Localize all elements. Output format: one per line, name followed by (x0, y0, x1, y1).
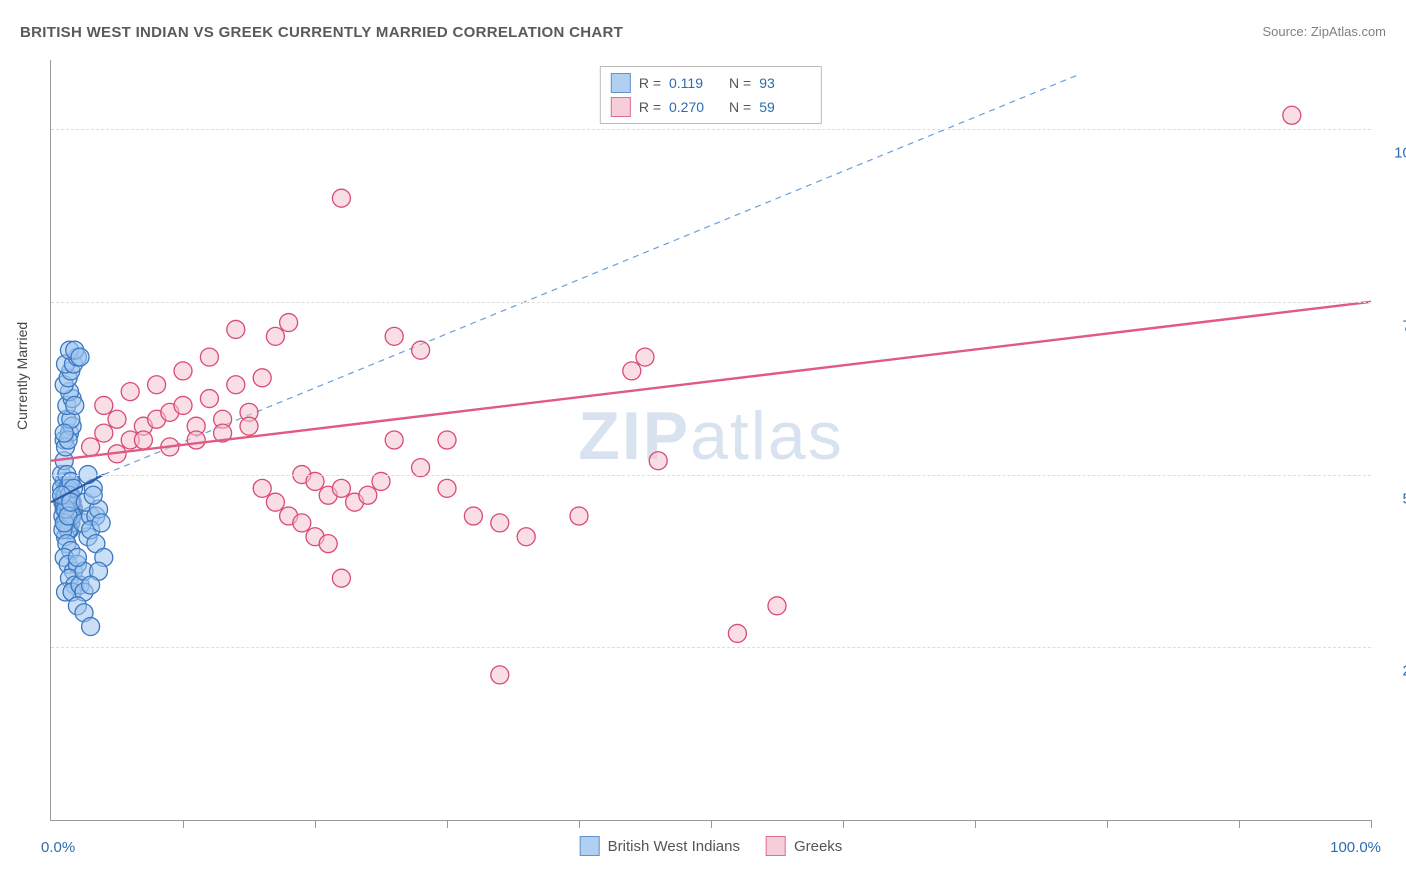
scatter-point (68, 548, 86, 566)
scatter-point (187, 431, 205, 449)
scatter-point (266, 327, 284, 345)
scatter-point (491, 514, 509, 532)
x-axis-end-label: 100.0% (1330, 839, 1381, 856)
chart-area: ZIPatlas R =0.119N =93R =0.270N =59 0.0%… (50, 60, 1371, 821)
x-tick (711, 820, 712, 828)
correlation-legend: R = 0.119 N = 93 R = 0.270 N = 59 (600, 66, 822, 124)
legend-item: Greeks (766, 836, 842, 856)
gridline (51, 475, 1371, 476)
scatter-point (71, 348, 89, 366)
chart-title: BRITISH WEST INDIAN VS GREEK CURRENTLY M… (20, 24, 623, 41)
scatter-point (438, 431, 456, 449)
legend-label: Greeks (794, 838, 842, 855)
scatter-point (200, 390, 218, 408)
legend-swatch (611, 97, 631, 117)
scatter-point (266, 493, 284, 511)
legend-n-label: N = (729, 99, 751, 115)
scatter-point (82, 438, 100, 456)
legend-r-value: 0.270 (669, 99, 721, 115)
y-axis-label: Currently Married (14, 322, 30, 430)
scatter-point (636, 348, 654, 366)
x-tick (975, 820, 976, 828)
scatter-point (332, 189, 350, 207)
scatter-point (82, 618, 100, 636)
legend-n-value: 59 (759, 99, 811, 115)
scatter-point (359, 486, 377, 504)
legend-label: British West Indians (608, 838, 740, 855)
scatter-point (253, 479, 271, 497)
y-tick-label: 50.0% (1385, 490, 1406, 507)
x-tick (1371, 820, 1372, 828)
legend-n-label: N = (729, 75, 751, 91)
gridline (51, 129, 1371, 130)
scatter-point (332, 479, 350, 497)
y-tick-label: 25.0% (1385, 663, 1406, 680)
legend-swatch (580, 836, 600, 856)
scatter-point (649, 452, 667, 470)
trend-line (51, 302, 1371, 461)
scatter-point (570, 507, 588, 525)
scatter-point (134, 431, 152, 449)
scatter-point (227, 376, 245, 394)
scatter-point (148, 376, 166, 394)
legend-n-value: 93 (759, 75, 811, 91)
legend-r-label: R = (639, 99, 661, 115)
x-tick (1239, 820, 1240, 828)
scatter-point (82, 576, 100, 594)
scatter-point (121, 383, 139, 401)
legend-item: British West Indians (580, 836, 740, 856)
scatter-point (95, 424, 113, 442)
gridline (51, 302, 1371, 303)
legend-r-label: R = (639, 75, 661, 91)
scatter-point (319, 535, 337, 553)
scatter-point (517, 528, 535, 546)
legend-r-value: 0.119 (669, 75, 721, 91)
scatter-point (491, 666, 509, 684)
legend-row: R = 0.270 N = 59 (611, 95, 811, 119)
scatter-point (95, 396, 113, 414)
scatter-point (768, 597, 786, 615)
scatter-point (332, 569, 350, 587)
series-legend: British West Indians Greeks (580, 836, 843, 856)
scatter-plot-svg (51, 60, 1371, 820)
scatter-point (385, 431, 403, 449)
x-tick (1107, 820, 1108, 828)
scatter-point (385, 327, 403, 345)
scatter-point (464, 507, 482, 525)
x-tick (579, 820, 580, 828)
x-tick (843, 820, 844, 828)
scatter-point (84, 486, 102, 504)
scatter-point (200, 348, 218, 366)
y-tick-label: 100.0% (1385, 145, 1406, 162)
y-tick-label: 75.0% (1385, 317, 1406, 334)
scatter-point (108, 410, 126, 428)
legend-swatch (611, 73, 631, 93)
scatter-point (174, 396, 192, 414)
legend-swatch (766, 836, 786, 856)
x-tick (447, 820, 448, 828)
scatter-point (240, 417, 258, 435)
scatter-point (253, 369, 271, 387)
scatter-point (66, 396, 84, 414)
x-tick (315, 820, 316, 828)
scatter-point (438, 479, 456, 497)
x-tick (183, 820, 184, 828)
scatter-point (293, 514, 311, 532)
scatter-point (280, 314, 298, 332)
scatter-point (1283, 106, 1301, 124)
scatter-point (55, 424, 73, 442)
scatter-point (92, 514, 110, 532)
scatter-point (623, 362, 641, 380)
x-axis-start-label: 0.0% (41, 839, 75, 856)
legend-row: R = 0.119 N = 93 (611, 71, 811, 95)
gridline (51, 647, 1371, 648)
scatter-point (174, 362, 192, 380)
source-label: Source: ZipAtlas.com (1262, 24, 1386, 39)
scatter-point (227, 320, 245, 338)
scatter-point (728, 624, 746, 642)
scatter-point (412, 341, 430, 359)
